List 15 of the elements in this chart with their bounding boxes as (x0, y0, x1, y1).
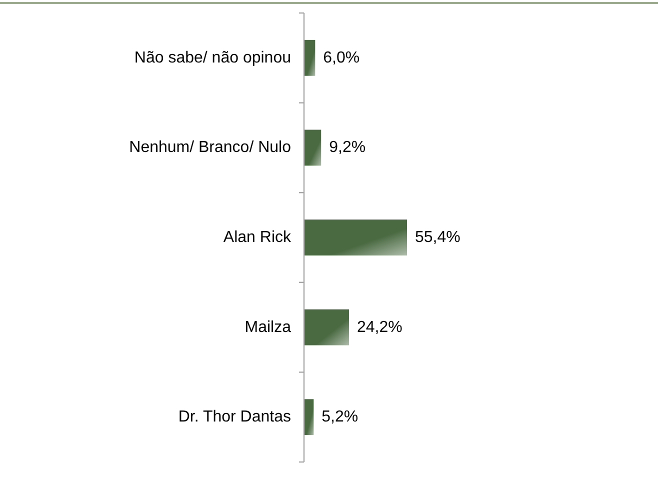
y-tick-label: Não sabe/ não opinou (134, 49, 291, 66)
y-tick-label: Alan Rick (223, 229, 292, 246)
data-label: 5,2% (322, 408, 358, 426)
y-tick-label: Mailza (244, 318, 292, 336)
bar (304, 309, 349, 346)
bar (304, 130, 322, 166)
data-label: 6,0% (323, 49, 360, 66)
bar (304, 220, 407, 256)
data-label: 24,2% (356, 318, 402, 336)
data-label: 55,4% (415, 229, 460, 246)
bar (304, 40, 316, 76)
y-tick-label: Dr. Thor Dantas (178, 408, 291, 426)
bar (304, 399, 314, 436)
y-tick-label: Nenhum/ Branco/ Nulo (129, 139, 292, 156)
data-label: 9,2% (329, 139, 366, 156)
